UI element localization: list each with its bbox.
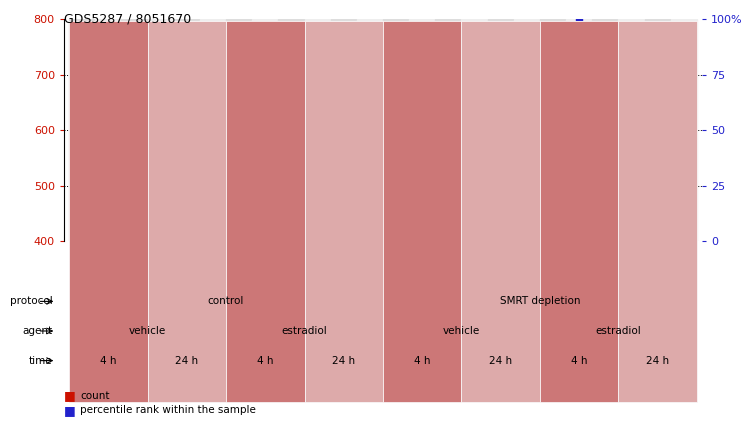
Bar (593, 19, 619, 241)
Text: ■: ■ (64, 404, 80, 417)
Text: 24 h: 24 h (332, 356, 355, 365)
Text: 4 h: 4 h (414, 356, 430, 365)
Text: ■: ■ (64, 389, 80, 402)
Bar (598, 87, 614, 241)
Bar (279, 19, 304, 241)
Point (599, 33, 611, 40)
Bar (676, 94, 692, 241)
Bar (127, 92, 143, 241)
Bar (179, 116, 195, 241)
Bar (147, 19, 173, 241)
Bar (519, 166, 535, 241)
Text: count: count (80, 390, 110, 401)
Bar (200, 19, 226, 241)
Bar (409, 19, 436, 241)
Text: 24 h: 24 h (646, 356, 669, 365)
Bar (436, 19, 462, 241)
Point (390, 36, 402, 42)
Bar (415, 87, 430, 241)
Bar (466, 175, 482, 241)
Point (416, 36, 428, 42)
Bar (173, 19, 200, 241)
Bar (566, 19, 593, 241)
Bar (623, 162, 639, 241)
Text: GDS5287 / 8051670: GDS5287 / 8051670 (64, 13, 191, 26)
Text: agent: agent (23, 326, 53, 336)
Bar (101, 63, 116, 241)
Bar (205, 146, 221, 241)
Point (338, 31, 350, 38)
Bar (231, 33, 247, 241)
Bar (330, 19, 357, 241)
Text: percentile rank within the sample: percentile rank within the sample (80, 405, 256, 415)
Point (521, 56, 533, 63)
Point (678, 36, 690, 42)
Bar (388, 78, 404, 241)
Point (285, 22, 297, 29)
Bar (540, 19, 566, 241)
Bar (122, 19, 147, 241)
Point (233, 22, 245, 29)
Bar (671, 19, 697, 241)
Point (207, 33, 219, 40)
Bar (644, 19, 671, 241)
Point (495, 49, 507, 56)
Point (102, 27, 114, 33)
Text: 24 h: 24 h (175, 356, 198, 365)
Bar (572, 28, 587, 241)
Point (155, 44, 167, 51)
Text: vehicle: vehicle (443, 326, 480, 336)
Point (547, 36, 559, 42)
Text: protocol: protocol (10, 297, 53, 306)
Bar (493, 121, 508, 241)
Bar (487, 19, 514, 241)
Text: 24 h: 24 h (489, 356, 512, 365)
Point (312, 31, 324, 38)
Bar (152, 190, 168, 241)
Bar (362, 129, 378, 241)
Point (76, 27, 88, 33)
Bar (441, 96, 457, 241)
Bar (650, 90, 665, 241)
Point (573, 18, 585, 25)
Point (469, 51, 481, 58)
Bar (284, 40, 300, 241)
Bar (545, 76, 561, 241)
Text: control: control (208, 297, 244, 306)
Text: time: time (29, 356, 53, 365)
Bar (95, 19, 122, 241)
Text: vehicle: vehicle (129, 326, 166, 336)
Point (364, 33, 376, 40)
Text: SMRT depletion: SMRT depletion (499, 297, 581, 306)
Bar (258, 31, 273, 241)
Bar (304, 19, 330, 241)
Bar (383, 19, 409, 241)
Text: estradiol: estradiol (596, 326, 641, 336)
Point (259, 27, 271, 33)
Bar (69, 19, 95, 241)
Text: 4 h: 4 h (571, 356, 587, 365)
Bar (357, 19, 383, 241)
Point (626, 51, 638, 58)
Bar (252, 19, 279, 241)
Bar (226, 19, 252, 241)
Point (652, 36, 664, 42)
Text: 4 h: 4 h (257, 356, 273, 365)
Point (128, 29, 140, 36)
Text: estradiol: estradiol (282, 326, 327, 336)
Text: 4 h: 4 h (100, 356, 116, 365)
Bar (309, 126, 325, 241)
Point (442, 36, 454, 42)
Bar (74, 79, 90, 241)
Bar (514, 19, 540, 241)
Bar (619, 19, 644, 241)
Point (181, 31, 193, 38)
Bar (462, 19, 487, 241)
Bar (336, 99, 351, 241)
